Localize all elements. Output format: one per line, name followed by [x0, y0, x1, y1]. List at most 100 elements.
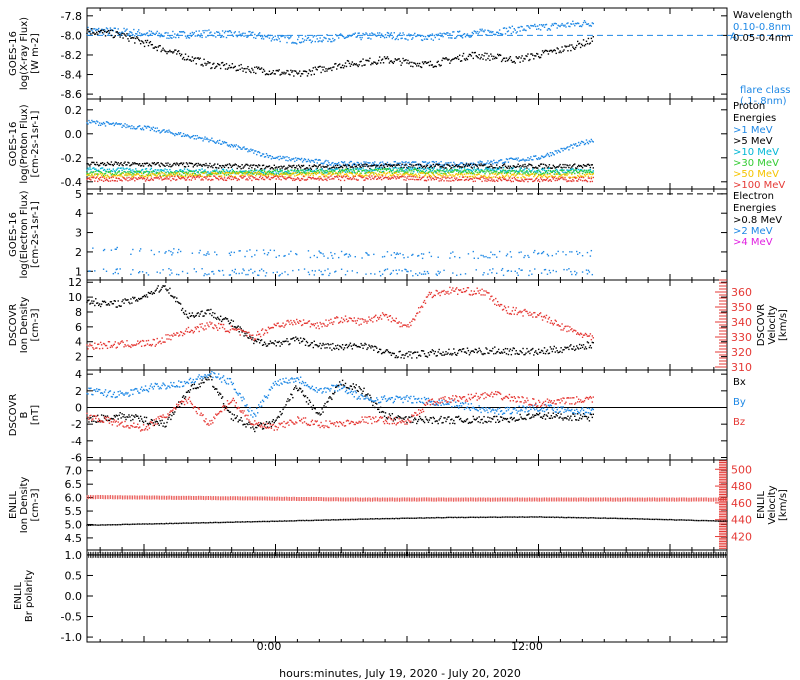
data-point: [201, 63, 203, 66]
data-point: [252, 69, 254, 71]
data-point: [540, 54, 543, 56]
data-point: [128, 301, 130, 304]
data-point: [179, 132, 182, 134]
data-point: [150, 165, 153, 167]
data-point: [539, 157, 542, 159]
data-point: [98, 122, 101, 124]
data-point: [448, 180, 450, 182]
data-point: [508, 169, 511, 172]
data-point: [243, 68, 245, 70]
data-point: [193, 32, 196, 34]
data-point: [377, 178, 379, 180]
data-point: [526, 55, 528, 58]
data-point: [310, 170, 313, 172]
data-point: [150, 249, 153, 252]
data-point: [132, 269, 134, 271]
data-point: [439, 170, 441, 172]
data-point: [235, 177, 237, 179]
data-point: [498, 53, 501, 56]
data-point: [362, 169, 364, 172]
data-point: [498, 250, 501, 253]
data-point: [359, 173, 361, 175]
data-point: [312, 170, 315, 173]
data-point: [149, 179, 152, 181]
data-point: [234, 172, 236, 174]
data-point: [400, 176, 402, 178]
data-point: [88, 299, 90, 301]
data-point: [231, 165, 234, 167]
data-point: [247, 172, 249, 174]
data-point: [100, 167, 103, 169]
data-point: [147, 171, 150, 173]
data-point: [90, 175, 92, 177]
data-point: [492, 253, 494, 256]
data-point: [315, 178, 317, 180]
data-point: [104, 35, 107, 37]
data-point: [146, 32, 149, 34]
data-point: [398, 162, 400, 164]
data-point: [175, 164, 177, 166]
data-point: [112, 176, 115, 178]
data-point: [356, 271, 358, 274]
data-point: [353, 33, 355, 35]
data-point: [533, 251, 535, 254]
data-point: [166, 37, 168, 39]
data-point: [99, 167, 102, 170]
data-point: [410, 167, 412, 169]
data-point: [297, 38, 299, 41]
data-point: [297, 169, 300, 172]
data-point: [144, 39, 147, 42]
data-point: [318, 172, 320, 174]
data-point: [266, 154, 269, 157]
data-point: [536, 167, 538, 169]
data-point: [497, 168, 500, 170]
data-point: [352, 163, 355, 165]
data-point: [540, 168, 543, 170]
data-point: [173, 162, 175, 165]
data-point: [320, 71, 322, 74]
data-point: [186, 177, 189, 179]
data-point: [360, 166, 362, 169]
data-point: [488, 175, 490, 178]
data-point: [418, 176, 421, 179]
data-point: [403, 174, 405, 176]
data-point: [501, 169, 504, 171]
data-point: [532, 54, 534, 57]
data-point: [141, 34, 144, 36]
data-point: [473, 30, 475, 32]
data-point: [501, 33, 504, 36]
data-point: [415, 168, 417, 170]
data-point: [181, 169, 184, 172]
data-point: [582, 21, 585, 24]
legend-entry: >50 MeV: [733, 169, 779, 180]
data-point: [366, 165, 368, 167]
data-point: [487, 160, 489, 162]
data-point: [161, 35, 163, 37]
data-point: [402, 170, 404, 172]
data-point: [394, 38, 396, 41]
data-point: [111, 173, 114, 175]
data-point: [206, 171, 208, 174]
data-point: [260, 169, 263, 172]
data-point: [481, 176, 483, 178]
data-point: [132, 178, 134, 180]
data-point: [247, 150, 249, 153]
data-point: [399, 173, 401, 175]
data-point: [399, 167, 401, 170]
data-point: [352, 64, 355, 66]
data-point: [395, 164, 397, 166]
data-point: [462, 163, 465, 166]
data-point: [429, 170, 432, 172]
data-point: [96, 161, 98, 164]
data-point: [588, 173, 591, 175]
data-point: [555, 150, 557, 152]
data-point: [489, 172, 491, 175]
data-point: [241, 67, 243, 69]
data-point: [100, 28, 103, 31]
y-axis-label: [cm-2s-1sr-1]: [30, 201, 41, 268]
data-point: [280, 179, 282, 181]
data-point: [265, 175, 268, 178]
data-point: [146, 174, 149, 176]
data-point: [193, 164, 196, 166]
data-point: [129, 165, 131, 167]
